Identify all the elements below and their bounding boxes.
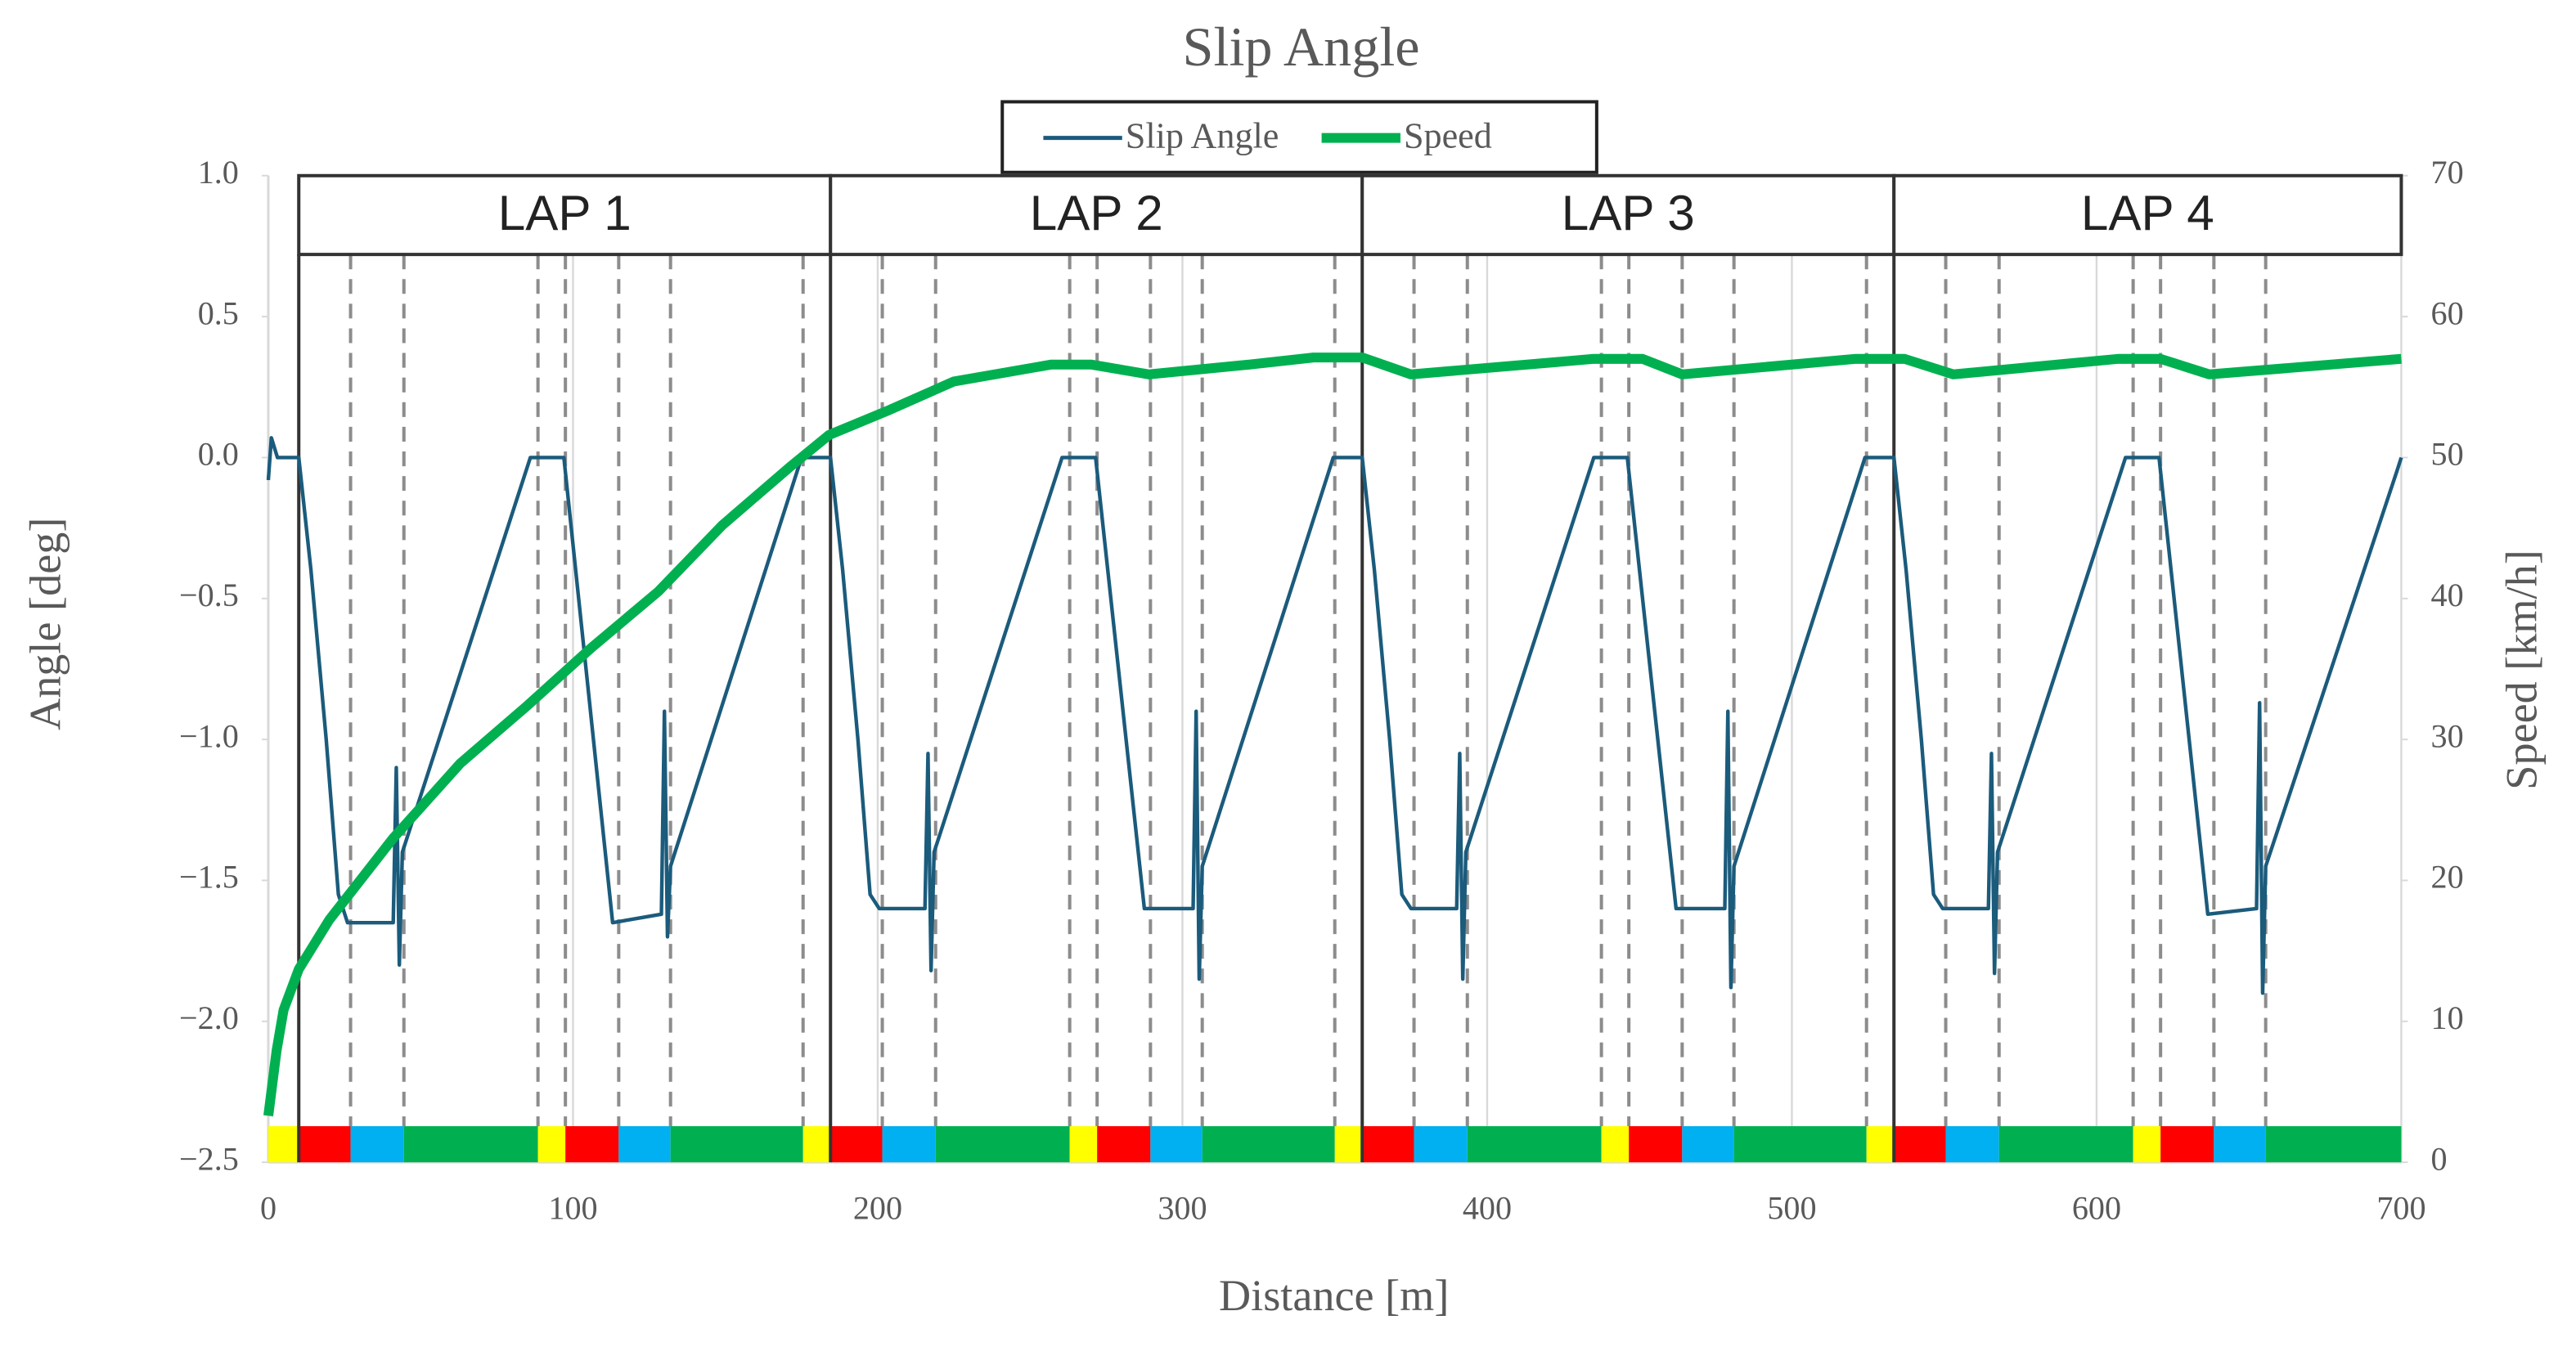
segment: [802, 1125, 831, 1163]
x-tick-label: 100: [548, 1190, 597, 1227]
segment: [267, 1125, 299, 1163]
y2-tick-label: 60: [2431, 294, 2464, 331]
segment: [1733, 1125, 1867, 1163]
segment: [1202, 1125, 1335, 1163]
lap-box: [1892, 173, 2403, 257]
segment: [1629, 1125, 1683, 1163]
y-tick-label: −1.0: [179, 717, 239, 754]
y2-tick-label: 50: [2431, 436, 2464, 473]
segment: [1467, 1125, 1602, 1163]
segment: [299, 1125, 351, 1163]
x-tick-label: 700: [2376, 1190, 2425, 1227]
segment: [2265, 1125, 2402, 1163]
segment: [1682, 1125, 1734, 1163]
segment: [1097, 1125, 1151, 1163]
y-tick-label: 0.5: [198, 294, 239, 331]
segment: [935, 1125, 1070, 1163]
y2-tick-label: 10: [2431, 999, 2464, 1036]
y-tick-label: −1.5: [179, 859, 239, 896]
lap-label: LAP 4: [2081, 185, 2214, 240]
segment: [403, 1125, 538, 1163]
segment: [2214, 1125, 2266, 1163]
x-tick-label: 200: [853, 1190, 902, 1227]
segment: [882, 1125, 936, 1163]
x-tick-label: 600: [2072, 1190, 2121, 1227]
x-tick-label: 300: [1158, 1190, 1207, 1227]
lap-label: LAP 2: [1030, 185, 1163, 240]
segment: [830, 1125, 883, 1163]
segment: [537, 1125, 566, 1163]
y2-tick-label: 0: [2431, 1140, 2448, 1177]
legend-label: Speed: [1404, 116, 1492, 156]
segment: [2133, 1125, 2161, 1163]
chart-title: Slip Angle: [1183, 16, 1420, 78]
segment: [350, 1125, 404, 1163]
segment: [1601, 1125, 1630, 1163]
y-tick-label: −2.5: [179, 1140, 239, 1177]
y2-tick-label: 20: [2431, 859, 2464, 896]
x-tick-label: 500: [1767, 1190, 1816, 1227]
segment: [1894, 1125, 1946, 1163]
series-line: [266, 436, 2403, 995]
segment: [1414, 1125, 1468, 1163]
segment: [1998, 1125, 2133, 1163]
segment: [1866, 1125, 1895, 1163]
series-line: [263, 352, 2402, 1117]
segment: [2160, 1125, 2214, 1163]
segment: [670, 1125, 803, 1163]
legend-label: Slip Angle: [1126, 116, 1279, 156]
x-tick-label: 400: [1463, 1190, 1512, 1227]
x-tick-label: 0: [260, 1190, 276, 1227]
y2-tick-label: 40: [2431, 577, 2464, 613]
segment: [1334, 1125, 1363, 1163]
lap-box: [829, 173, 1364, 257]
y2-axis-label: Speed [km/h]: [2497, 550, 2546, 789]
y-tick-label: −2.0: [179, 999, 239, 1036]
segment: [565, 1125, 619, 1163]
lap-box: [1360, 173, 1896, 257]
y2-tick-label: 30: [2431, 717, 2464, 754]
segment: [1150, 1125, 1203, 1163]
lap-label: LAP 3: [1562, 185, 1695, 240]
y-axis-label: Angle [deg]: [20, 518, 70, 730]
segment: [1945, 1125, 1999, 1163]
segment: [618, 1125, 671, 1163]
y2-tick-label: 70: [2431, 154, 2464, 191]
y-tick-label: −0.5: [179, 577, 239, 613]
y-tick-label: 0.0: [198, 436, 239, 473]
segment: [1362, 1125, 1414, 1163]
segment: [1069, 1125, 1098, 1163]
x-axis-label: Distance [m]: [1219, 1271, 1449, 1320]
y-tick-label: 1.0: [198, 154, 239, 191]
lap-label: LAP 1: [498, 185, 632, 240]
